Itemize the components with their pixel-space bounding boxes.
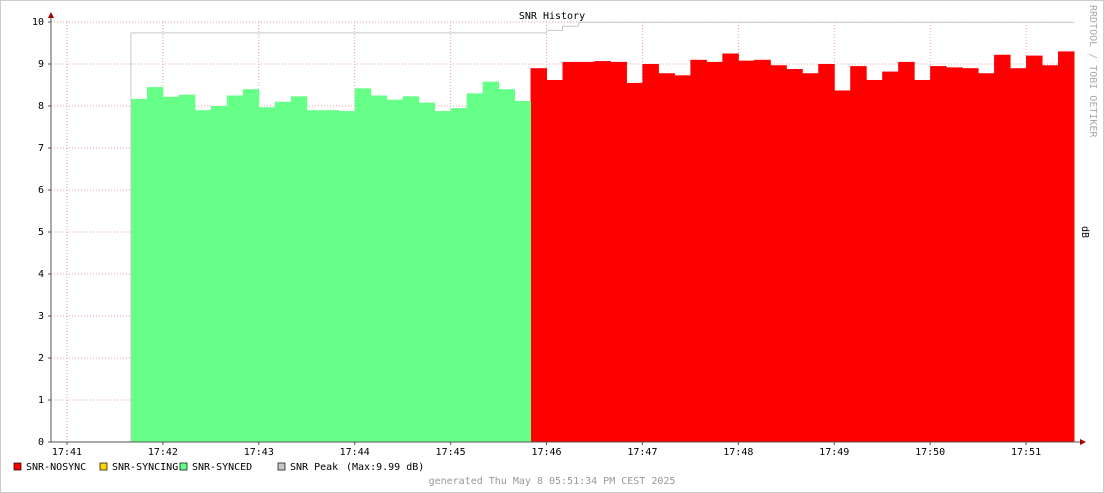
area-step bbox=[338, 111, 356, 442]
area-step bbox=[626, 82, 643, 443]
area-step bbox=[914, 79, 931, 443]
y-tick-label: 4 bbox=[38, 269, 44, 280]
area-step bbox=[578, 61, 595, 443]
legend-label: SNR-NOSYNC bbox=[26, 462, 86, 473]
x-tick-label: 17:42 bbox=[148, 447, 178, 458]
y-tick-label: 1 bbox=[38, 395, 44, 406]
area-step bbox=[754, 59, 771, 443]
x-tick-label: 17:46 bbox=[531, 447, 561, 458]
legend-note: (Max:9.99 dB) bbox=[346, 462, 424, 473]
area-step bbox=[930, 66, 947, 442]
area-step bbox=[194, 110, 212, 442]
area-step bbox=[274, 101, 292, 443]
area-step bbox=[354, 88, 372, 443]
area-step bbox=[450, 108, 468, 442]
x-tick-label: 17:51 bbox=[1011, 447, 1041, 458]
x-tick-label: 17:41 bbox=[52, 447, 82, 458]
area-step bbox=[162, 96, 180, 442]
area-step bbox=[1058, 51, 1075, 443]
area-step bbox=[322, 110, 340, 442]
x-tick-label: 17:43 bbox=[244, 447, 274, 458]
y-tick-label: 3 bbox=[38, 311, 44, 322]
area-step bbox=[610, 61, 627, 443]
area-step bbox=[258, 107, 276, 442]
area-step bbox=[722, 53, 739, 442]
area-step bbox=[962, 68, 979, 442]
area-step bbox=[642, 64, 659, 442]
area-step bbox=[130, 98, 148, 443]
area-step bbox=[546, 79, 563, 443]
area-step bbox=[514, 100, 532, 443]
area-step bbox=[498, 89, 516, 442]
area-step bbox=[1010, 68, 1027, 442]
area-step bbox=[562, 61, 579, 443]
area-step bbox=[482, 81, 500, 442]
area-step bbox=[1026, 55, 1043, 442]
y-tick-label: 8 bbox=[38, 101, 44, 112]
legend-swatch bbox=[277, 462, 286, 471]
area-step bbox=[834, 90, 851, 443]
y-tick-label: 6 bbox=[38, 185, 44, 196]
area-step bbox=[850, 66, 867, 442]
area-step bbox=[818, 64, 835, 442]
y-tick-label: 7 bbox=[38, 143, 44, 154]
area-step bbox=[898, 61, 915, 443]
area-step bbox=[994, 54, 1011, 442]
chart-title: SNR History bbox=[519, 11, 585, 22]
area-step bbox=[178, 94, 196, 442]
y-tick-label: 0 bbox=[38, 437, 44, 448]
legend-label: SNR-SYNCING bbox=[112, 462, 178, 473]
area-step bbox=[226, 95, 244, 442]
area-step bbox=[770, 65, 787, 442]
area-step bbox=[434, 111, 452, 442]
legend-label: SNR Peak bbox=[290, 462, 338, 473]
y-tick-label: 9 bbox=[38, 59, 44, 70]
area-step bbox=[146, 87, 164, 442]
area-step bbox=[290, 96, 308, 442]
x-tick-label: 17:50 bbox=[915, 447, 945, 458]
area-step bbox=[402, 96, 420, 442]
y-tick-label: 10 bbox=[32, 17, 44, 28]
area-step bbox=[418, 102, 436, 442]
area-step bbox=[802, 73, 819, 443]
area-step bbox=[386, 99, 404, 442]
y-tick-label: 5 bbox=[38, 227, 44, 238]
y-axis-label: dB bbox=[1079, 226, 1090, 238]
area-step bbox=[738, 60, 755, 442]
y-tick-label: 2 bbox=[38, 353, 44, 364]
y-arrow bbox=[48, 12, 54, 18]
area-step bbox=[690, 59, 707, 443]
area-step bbox=[658, 73, 675, 443]
area-step bbox=[370, 95, 388, 442]
area-step bbox=[882, 71, 899, 442]
x-tick-label: 17:44 bbox=[340, 447, 370, 458]
x-tick-label: 17:47 bbox=[627, 447, 657, 458]
area-step bbox=[242, 89, 260, 442]
area-step bbox=[210, 106, 228, 442]
watermark: RRDTOOL / TOBI OETIKER bbox=[1087, 5, 1098, 138]
legend-swatch bbox=[99, 462, 108, 471]
area-step bbox=[866, 79, 883, 443]
legend-swatch bbox=[13, 462, 22, 471]
area-step bbox=[978, 73, 995, 443]
x-arrow bbox=[1080, 439, 1086, 445]
area-step bbox=[674, 75, 691, 442]
area-step bbox=[786, 69, 803, 442]
footer: generated Thu May 8 05:51:34 PM CEST 202… bbox=[429, 476, 676, 487]
x-tick-label: 17:45 bbox=[436, 447, 466, 458]
area-step bbox=[946, 67, 963, 443]
x-tick-label: 17:49 bbox=[819, 447, 849, 458]
x-tick-label: 17:48 bbox=[723, 447, 753, 458]
area-step bbox=[306, 110, 324, 442]
area-step bbox=[594, 61, 611, 443]
legend-label: SNR-SYNCED bbox=[192, 462, 252, 473]
area-step bbox=[706, 61, 723, 443]
area-step bbox=[1042, 65, 1059, 442]
area-step bbox=[466, 93, 484, 443]
legend-swatch bbox=[179, 462, 188, 471]
area-step bbox=[530, 68, 548, 442]
